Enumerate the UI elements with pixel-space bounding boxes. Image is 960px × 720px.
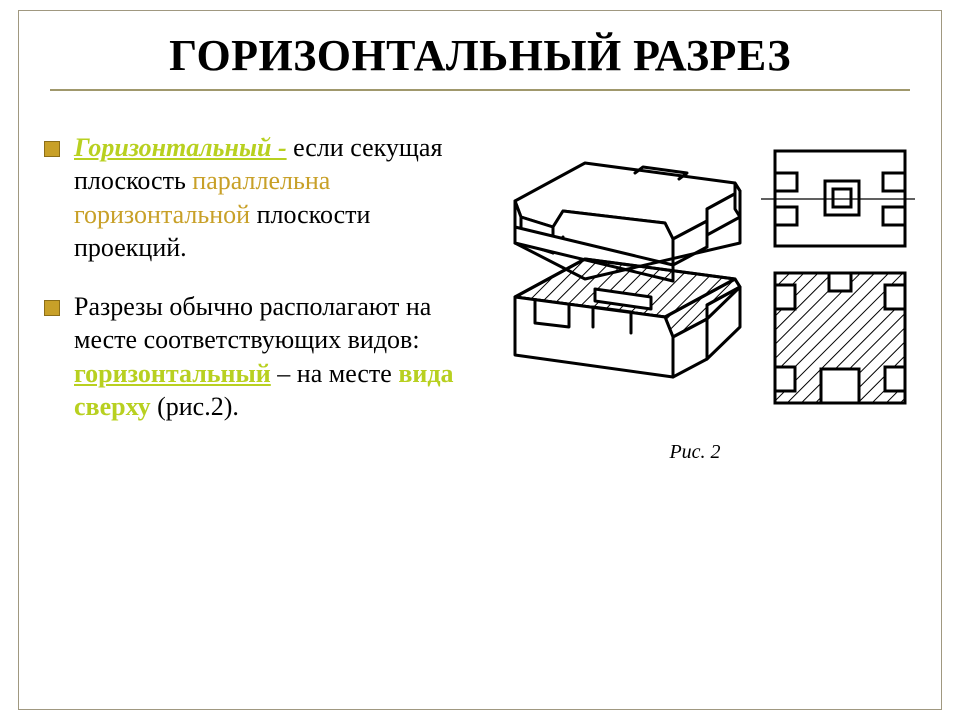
list-item: Горизонтальный - если секущая плоскость … <box>44 131 460 264</box>
body-row: Горизонтальный - если секущая плоскость … <box>40 131 920 464</box>
text-column: Горизонтальный - если секущая плоскость … <box>40 131 460 449</box>
keyword-horizontal-2: горизонтальный <box>74 359 271 388</box>
isometric-part <box>515 163 740 377</box>
text-fragment: Разрезы обычно располагают на месте соот… <box>74 292 431 354</box>
text-fragment: (рис.2). <box>157 392 239 421</box>
page-title: ГОРИЗОНТАЛЬНЫЙ РАЗРЕЗ <box>40 20 920 89</box>
figure-caption: Рис. 2 <box>669 441 720 464</box>
section-diagram <box>475 131 915 431</box>
figure-column: Рис. 2 <box>470 131 920 464</box>
orthographic-views <box>761 151 915 403</box>
list-item: Разрезы обычно располагают на месте соот… <box>44 290 460 423</box>
keyword-horizontal: Горизонтальный - <box>74 133 287 162</box>
slide-content: ГОРИЗОНТАЛЬНЫЙ РАЗРЕЗ Горизонтальный - е… <box>40 20 920 464</box>
title-rule <box>50 89 910 91</box>
bullet-list: Горизонтальный - если секущая плоскость … <box>40 131 460 423</box>
text-fragment: – на месте <box>277 359 398 388</box>
